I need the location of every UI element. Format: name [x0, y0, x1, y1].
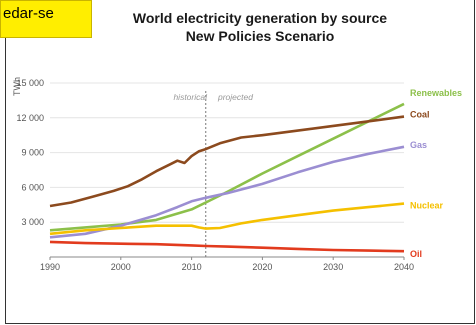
- series-line-oil: [49, 240, 405, 253]
- series-label-nuclear: Nuclear: [410, 201, 444, 211]
- series-label-renewables: Renewables: [410, 88, 462, 98]
- highlight-tag: edar-se: [0, 0, 92, 38]
- x-tick-label: 2000: [111, 262, 131, 272]
- y-tick-label: 9 000: [21, 148, 44, 158]
- chart-subtitle: New Policies Scenario: [185, 28, 335, 44]
- series-line-coal: [49, 115, 405, 208]
- chart-title: World electricity generation by source: [132, 10, 388, 26]
- projected-annotation: projected: [217, 92, 253, 102]
- series-line-gas: [49, 145, 405, 239]
- series-lines: [49, 102, 405, 253]
- chart-frame: [5, 0, 475, 324]
- y-tick-label: 6 000: [21, 182, 44, 192]
- x-tick-label: 2030: [323, 262, 343, 272]
- x-tick-label: 2010: [182, 262, 202, 272]
- grid-lines: [50, 82, 404, 223]
- series-line-renewables: [49, 102, 405, 232]
- series-line-nuclear: [49, 202, 405, 236]
- series-label-coal: Coal: [410, 110, 430, 120]
- x-tick-label: 2040: [394, 262, 414, 272]
- series-labels: Renewables Coal Gas Nuclear Oil: [410, 88, 462, 259]
- series-label-oil: Oil: [410, 249, 422, 259]
- y-tick-label: 3 000: [21, 217, 44, 227]
- series-label-gas: Gas: [410, 140, 427, 150]
- historical-annotation: historical: [173, 92, 208, 102]
- x-tick-label: 1990: [40, 262, 60, 272]
- y-axis-label: TWh: [12, 77, 22, 96]
- y-tick-label: 12 000: [16, 113, 44, 123]
- axes: 3 000 6 000 9 000 12 000 15 000 1990 2000 2010 2…: [16, 78, 414, 272]
- x-tick-label: 2020: [252, 262, 272, 272]
- y-tick-label: 15 000: [16, 78, 44, 88]
